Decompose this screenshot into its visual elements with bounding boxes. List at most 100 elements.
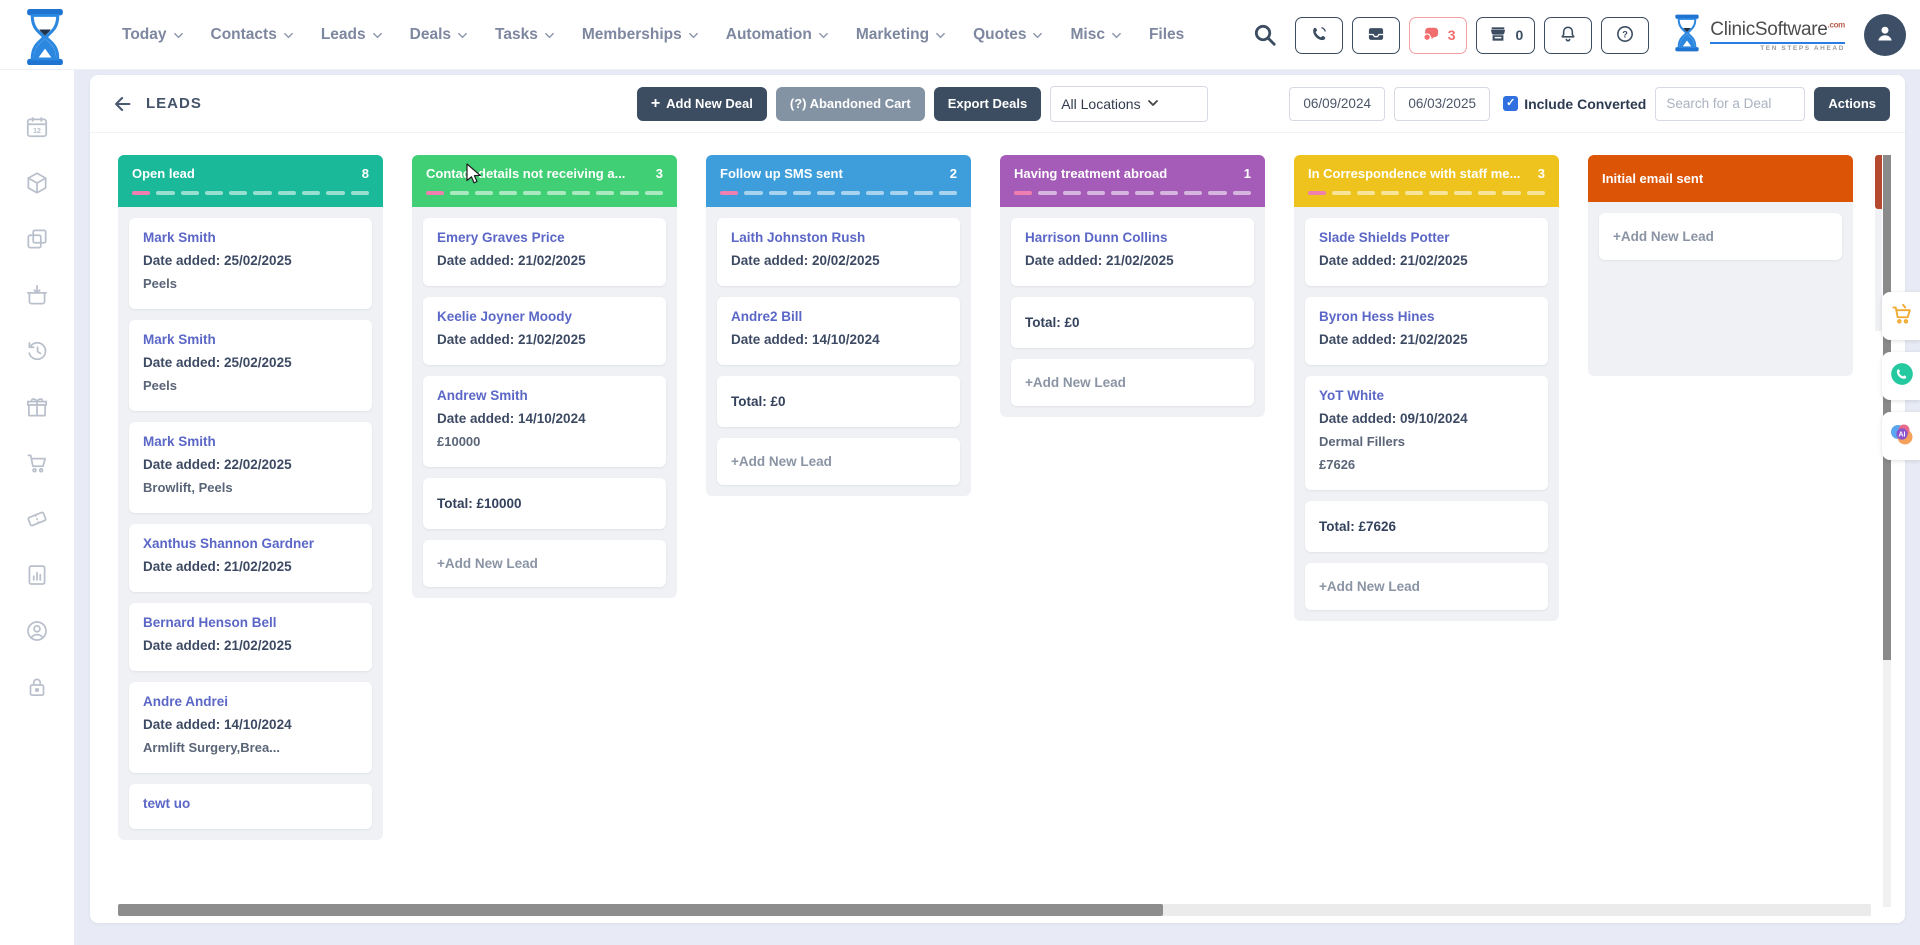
lead-card[interactable]: tewt uo bbox=[129, 784, 372, 829]
inbox-button[interactable] bbox=[1351, 16, 1400, 54]
add-new-lead-button[interactable]: +Add New Lead bbox=[1011, 359, 1254, 406]
search-icon[interactable] bbox=[1252, 22, 1278, 48]
lead-name-link[interactable]: YoT White bbox=[1319, 388, 1384, 403]
lead-name-link[interactable]: Andrew Smith bbox=[437, 388, 528, 403]
lead-date: Date added: 21/02/2025 bbox=[143, 559, 292, 574]
lead-name-link[interactable]: Keelie Joyner Moody bbox=[437, 309, 573, 324]
notifications-button[interactable] bbox=[1544, 16, 1593, 54]
phone-icon bbox=[1309, 24, 1329, 47]
store-button[interactable]: 0 bbox=[1476, 16, 1536, 54]
lead-card[interactable]: Andrew Smith Date added: 14/10/2024 £10000 bbox=[423, 376, 666, 467]
sidebar-ticket-icon[interactable] bbox=[24, 506, 50, 532]
lead-card[interactable]: Harrison Dunn Collins Date added: 21/02/2… bbox=[1011, 218, 1254, 286]
lead-card[interactable]: Mark Smith Date added: 25/02/2025 Peels bbox=[129, 218, 372, 309]
deal-search-input[interactable] bbox=[1655, 86, 1806, 121]
add-new-lead-button[interactable]: +Add New Lead bbox=[1599, 213, 1842, 260]
nav-item-label: Files bbox=[1148, 26, 1185, 43]
lead-name-link[interactable]: Andre Andrei bbox=[143, 694, 229, 709]
column-header[interactable]: Open lead 8 bbox=[118, 155, 383, 207]
lead-name-link[interactable]: Byron Hess Hines bbox=[1319, 309, 1435, 324]
lead-name-link[interactable]: Mark Smith bbox=[143, 332, 216, 347]
chevron-down-icon bbox=[1147, 96, 1159, 112]
include-converted-checkbox[interactable]: ✓ Include Converted bbox=[1503, 96, 1646, 112]
column-header[interactable]: Having treatment abroad 1 bbox=[1000, 155, 1265, 207]
nav-item-deals[interactable]: Deals bbox=[410, 26, 468, 44]
nav-item-today[interactable]: Today bbox=[122, 26, 184, 44]
nav-item-marketing[interactable]: Marketing bbox=[856, 26, 946, 44]
floating-ai-button[interactable]: AI bbox=[1882, 412, 1920, 460]
sidebar-history-icon[interactable] bbox=[24, 338, 50, 364]
actions-button[interactable]: Actions bbox=[1814, 86, 1890, 121]
nav-item-files[interactable]: Files bbox=[1149, 26, 1184, 44]
sidebar-account-icon[interactable] bbox=[24, 618, 50, 644]
lead-date: Date added: 25/02/2025 bbox=[143, 355, 292, 370]
help-button[interactable]: ? bbox=[1601, 16, 1650, 54]
nav-item-misc[interactable]: Misc bbox=[1070, 26, 1121, 44]
lead-card[interactable]: Bernard Henson Bell Date added: 21/02/202… bbox=[129, 603, 372, 671]
location-select[interactable]: All Locations bbox=[1050, 85, 1209, 122]
chat-button[interactable]: 3 bbox=[1408, 16, 1468, 54]
nav-item-tasks[interactable]: Tasks bbox=[495, 26, 555, 44]
abandoned-cart-button[interactable]: (?) Abandoned Cart bbox=[775, 86, 925, 121]
column-header[interactable]: Contact details not receiving a... 3 bbox=[412, 155, 677, 207]
floating-cart-orange-button[interactable] bbox=[1882, 292, 1920, 340]
lead-card[interactable]: Slade Shields Potter Date added: 21/02/20… bbox=[1305, 218, 1548, 286]
lead-card[interactable]: Keelie Joyner Moody Date added: 21/02/202… bbox=[423, 297, 666, 365]
sidebar-copy-icon[interactable] bbox=[24, 226, 50, 252]
horizontal-scrollbar-thumb[interactable] bbox=[118, 904, 1163, 916]
lead-name-link[interactable]: Mark Smith bbox=[143, 230, 216, 245]
chevron-down-icon bbox=[372, 32, 382, 38]
lead-name-link[interactable]: tewt uo bbox=[143, 796, 191, 811]
lead-name-link[interactable]: Emery Graves Price bbox=[437, 230, 565, 245]
lead-name-link[interactable]: Laith Johnston Rush bbox=[731, 230, 866, 245]
lead-card[interactable]: Laith Johnston Rush Date added: 20/02/202… bbox=[717, 218, 960, 286]
floating-whatsapp-button[interactable] bbox=[1882, 352, 1920, 400]
sidebar-cart-icon[interactable] bbox=[24, 450, 50, 476]
lead-name-link[interactable]: Mark Smith bbox=[143, 434, 216, 449]
export-deals-button[interactable]: Export Deals bbox=[933, 86, 1042, 121]
lead-card[interactable]: YoT White Date added: 09/10/2024 Dermal Fi… bbox=[1305, 376, 1548, 490]
lead-detail: Dermal Fillers bbox=[1319, 434, 1405, 449]
lead-card[interactable]: Andre Andrei Date added: 14/10/2024 Armlif… bbox=[129, 682, 372, 773]
user-icon bbox=[1873, 21, 1897, 50]
lead-card[interactable]: Andre2 Bill Date added: 14/10/2024 bbox=[717, 297, 960, 365]
back-arrow-icon[interactable] bbox=[112, 93, 134, 115]
vertical-scrollbar-track[interactable] bbox=[1883, 155, 1891, 907]
nav-item-automation[interactable]: Automation bbox=[726, 26, 829, 44]
sidebar-package-icon[interactable] bbox=[24, 170, 50, 196]
lead-name-link[interactable]: Andre2 Bill bbox=[731, 309, 803, 324]
lead-card[interactable]: Byron Hess Hines Date added: 21/02/2025 bbox=[1305, 297, 1548, 365]
lead-card[interactable]: Emery Graves Price Date added: 21/02/2025 bbox=[423, 218, 666, 286]
avatar[interactable] bbox=[1864, 14, 1906, 56]
sidebar-checkin-icon[interactable] bbox=[24, 282, 50, 308]
lead-name-link[interactable]: Slade Shields Potter bbox=[1319, 230, 1450, 245]
add-new-lead-button[interactable]: +Add New Lead bbox=[717, 438, 960, 485]
nav-item-contacts[interactable]: Contacts bbox=[211, 26, 294, 44]
column-header[interactable]: Initial email sent bbox=[1588, 155, 1853, 202]
lead-name-link[interactable]: Xanthus Shannon Gardner bbox=[143, 536, 315, 551]
main-nav: Today Contacts Leads Deals Tasks Memberships A… bbox=[122, 0, 1184, 70]
add-new-deal-button[interactable]: + Add New Deal bbox=[636, 86, 767, 121]
nav-item-quotes[interactable]: Quotes bbox=[973, 26, 1043, 44]
sidebar-calendar-icon[interactable]: 12 bbox=[24, 114, 50, 140]
lead-card[interactable]: Mark Smith Date added: 22/02/2025 Browlift… bbox=[129, 422, 372, 513]
sidebar-lock-icon[interactable] bbox=[24, 674, 50, 700]
lead-name-link[interactable]: Bernard Henson Bell bbox=[143, 615, 277, 630]
add-new-lead-button[interactable]: +Add New Lead bbox=[1305, 563, 1548, 610]
column-header[interactable]: In Correspondence with staff me... 3 bbox=[1294, 155, 1559, 207]
sidebar-gift-icon[interactable] bbox=[24, 394, 50, 420]
add-new-lead-button[interactable]: +Add New Lead bbox=[423, 540, 666, 587]
sidebar-report-icon[interactable] bbox=[24, 562, 50, 588]
progress-dash bbox=[1014, 191, 1033, 195]
column-header[interactable]: Follow up SMS sent 2 bbox=[706, 155, 971, 207]
date-from-input[interactable] bbox=[1289, 86, 1386, 121]
date-to-input[interactable] bbox=[1394, 86, 1491, 121]
lead-name-link[interactable]: Harrison Dunn Collins bbox=[1025, 230, 1168, 245]
nav-item-memberships[interactable]: Memberships bbox=[582, 26, 699, 44]
app-logo-hourglass-icon[interactable] bbox=[22, 9, 68, 66]
nav-item-leads[interactable]: Leads bbox=[321, 26, 383, 44]
phone-button[interactable] bbox=[1294, 16, 1343, 54]
lead-card[interactable]: Mark Smith Date added: 25/02/2025 Peels bbox=[129, 320, 372, 411]
lead-card[interactable]: Xanthus Shannon Gardner Date added: 21/02… bbox=[129, 524, 372, 592]
vertical-scrollbar-thumb[interactable] bbox=[1883, 155, 1891, 660]
